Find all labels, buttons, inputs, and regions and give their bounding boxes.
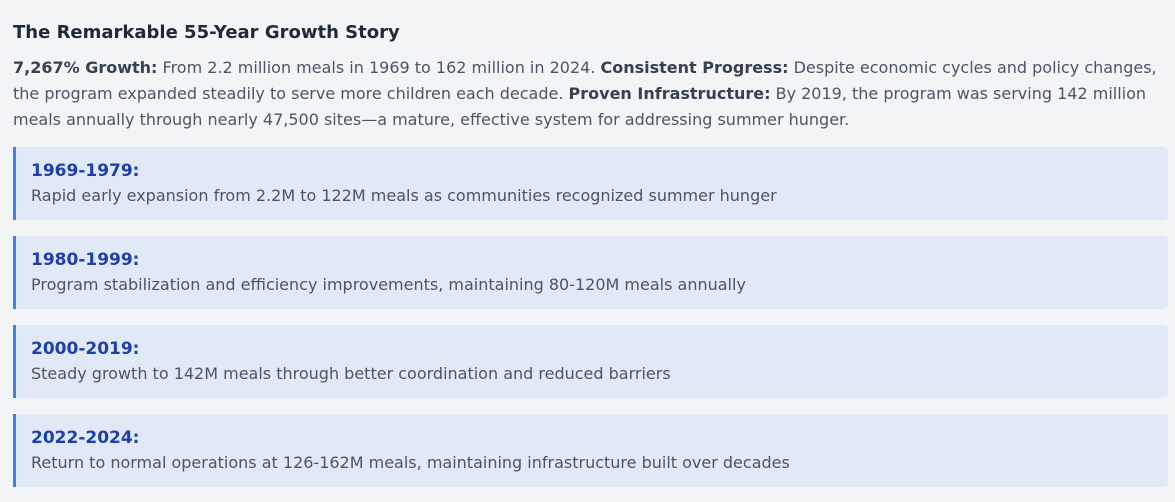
period-card-2022-2024: 2022-2024: Return to normal operations a… — [13, 414, 1168, 487]
infrastructure-text: By 2019, the program was serving 142 mil… — [13, 84, 1147, 129]
period-list: 1969-1979: Rapid early expansion from 2.… — [13, 147, 1168, 487]
period-title: 2000-2019: — [31, 339, 140, 359]
period-description: Steady growth to 142M meals through bett… — [31, 364, 671, 383]
summary-paragraph: 7,267% Growth: From 2.2 million meals in… — [13, 55, 1173, 133]
period-description: Program stabilization and efficiency imp… — [31, 275, 746, 294]
period-card-2000-2019: 2000-2019: Steady growth to 142M meals t… — [13, 325, 1168, 398]
progress-label: Consistent Progress: — [600, 58, 789, 77]
page-title: The Remarkable 55-Year Growth Story — [13, 22, 400, 43]
period-description: Return to normal operations at 126-162M … — [31, 453, 790, 472]
growth-text: From 2.2 million meals in 1969 to 162 mi… — [157, 58, 601, 77]
progress-text: Despite economic cycles and policy chang… — [13, 58, 1157, 103]
infrastructure-label: Proven Infrastructure: — [568, 84, 771, 103]
growth-label: 7,267% Growth: — [13, 58, 158, 77]
period-card-1969-1979: 1969-1979: Rapid early expansion from 2.… — [13, 147, 1168, 220]
period-title: 2022-2024: — [31, 428, 140, 448]
period-description: Rapid early expansion from 2.2M to 122M … — [31, 186, 777, 205]
growth-story-section: The Remarkable 55-Year Growth Story 7,26… — [13, 22, 1173, 487]
period-title: 1980-1999: — [31, 250, 140, 270]
period-card-1980-1999: 1980-1999: Program stabilization and eff… — [13, 236, 1168, 309]
period-title: 1969-1979: — [31, 161, 140, 181]
